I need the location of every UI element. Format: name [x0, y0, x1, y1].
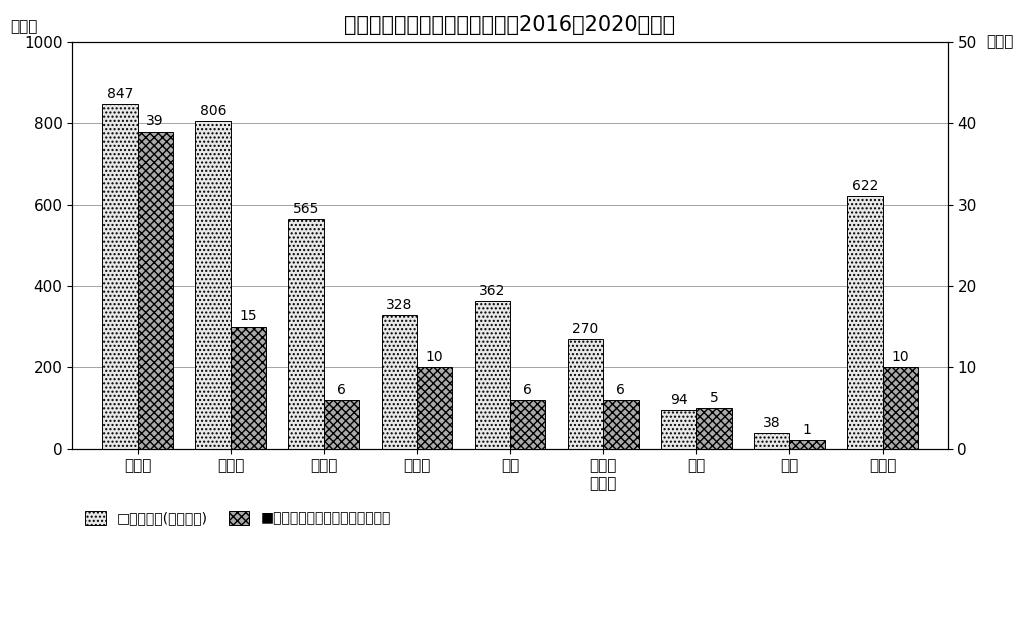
Bar [289, 219, 324, 449]
Bar [417, 368, 453, 449]
Text: 270: 270 [572, 322, 599, 336]
Bar [660, 411, 696, 449]
Bar [883, 368, 918, 449]
Bar [324, 400, 359, 449]
Bar [567, 339, 603, 449]
Text: 806: 806 [200, 104, 226, 118]
Text: 39: 39 [146, 114, 164, 128]
Text: 6: 6 [523, 382, 532, 396]
Text: 362: 362 [479, 284, 506, 298]
Text: 15: 15 [240, 309, 257, 323]
Text: 622: 622 [852, 179, 878, 192]
Text: 94: 94 [670, 393, 687, 407]
Bar [137, 131, 173, 449]
Legend: □死傷者数(左目盛り), ■死亡者数（内数）（右目盛り）: □死傷者数(左目盛り), ■死亡者数（内数）（右目盛り） [79, 505, 396, 531]
Bar [230, 327, 266, 449]
Text: 10: 10 [891, 350, 909, 364]
Text: 38: 38 [763, 416, 780, 430]
Text: 6: 6 [337, 382, 346, 396]
Bar [382, 315, 417, 449]
Y-axis label: （人）: （人） [10, 19, 38, 34]
Title: 熱中症による業種別死傷者数（2016〜2020年計）: 熱中症による業種別死傷者数（2016〜2020年計） [344, 15, 676, 35]
Bar [790, 441, 824, 449]
Text: 328: 328 [386, 298, 413, 312]
Bar [102, 104, 137, 449]
Text: 5: 5 [710, 391, 718, 404]
Text: 10: 10 [426, 350, 443, 364]
Bar [754, 433, 790, 449]
Bar [475, 301, 510, 449]
Text: 6: 6 [616, 382, 626, 396]
Bar [603, 400, 639, 449]
Bar [696, 408, 732, 449]
Text: 565: 565 [293, 202, 319, 216]
Bar [196, 121, 230, 449]
Bar [510, 400, 546, 449]
Text: 1: 1 [803, 423, 811, 438]
Y-axis label: （人）: （人） [986, 34, 1014, 49]
Bar [847, 196, 883, 449]
Text: 847: 847 [106, 87, 133, 101]
